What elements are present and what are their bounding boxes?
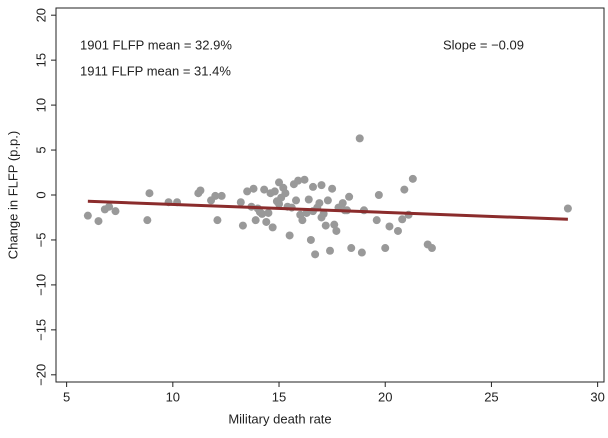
point (275, 199, 284, 208)
annotation: Slope = −0.09 (443, 37, 524, 52)
y-tick-label: −5 (33, 233, 48, 248)
point (111, 207, 120, 216)
point (306, 235, 315, 244)
point (105, 202, 114, 211)
point (323, 196, 332, 205)
point (236, 198, 245, 207)
point (563, 204, 572, 213)
point (317, 181, 326, 190)
point (243, 187, 252, 196)
point (408, 174, 417, 183)
point (330, 220, 339, 229)
point (332, 226, 341, 235)
point (345, 192, 354, 201)
point (328, 184, 337, 193)
y-tick-label: −20 (33, 364, 48, 386)
point (281, 189, 290, 198)
point (255, 208, 264, 217)
y-tick-label: 0 (33, 191, 48, 198)
point (427, 244, 436, 253)
point (321, 221, 330, 230)
point (268, 223, 277, 232)
point (300, 175, 309, 184)
point (357, 248, 366, 257)
point (385, 222, 394, 231)
point (298, 216, 307, 225)
point (309, 182, 318, 191)
point (270, 187, 279, 196)
x-tick-label: 30 (590, 389, 604, 404)
point (285, 231, 294, 240)
y-tick-label: 5 (33, 146, 48, 153)
point (347, 244, 356, 253)
x-tick-label: 20 (378, 389, 392, 404)
point (393, 226, 402, 235)
point (311, 250, 320, 259)
point (196, 186, 205, 195)
x-axis-label: Military death rate (228, 411, 331, 426)
point (398, 215, 407, 224)
point (260, 185, 269, 194)
point (94, 217, 103, 226)
point (249, 184, 258, 193)
x-tick-label: 25 (484, 389, 498, 404)
point (294, 176, 303, 185)
point (315, 199, 324, 208)
point (238, 221, 247, 230)
point (262, 217, 271, 226)
point (304, 195, 313, 204)
point (145, 189, 154, 198)
point (374, 191, 383, 199)
fit-line (87, 199, 568, 221)
point (381, 244, 390, 253)
point (372, 216, 381, 225)
point (275, 178, 284, 187)
point (217, 191, 226, 200)
y-tick-label: −10 (33, 274, 48, 296)
point (213, 216, 222, 225)
x-tick-label: 5 (63, 389, 70, 404)
point (292, 196, 301, 205)
y-tick-label: 15 (33, 53, 48, 67)
point (143, 216, 152, 225)
annotation: 1911 FLFP mean = 31.4% (80, 63, 231, 78)
x-tick-label: 10 (166, 389, 180, 404)
point (251, 216, 260, 225)
point (400, 185, 409, 194)
y-tick-label: −15 (33, 319, 48, 341)
point (338, 199, 347, 208)
y-axis-label: Change in FLFP (p.p.) (5, 131, 20, 259)
point (211, 191, 220, 200)
annotation: 1901 FLFP mean = 32.9% (80, 37, 232, 52)
point (83, 211, 92, 220)
point (264, 208, 273, 217)
x-tick-label: 15 (272, 389, 286, 404)
y-tick-label: 20 (33, 8, 48, 22)
y-tick-label: 10 (33, 98, 48, 112)
point (326, 246, 334, 255)
point (355, 134, 364, 143)
point (317, 213, 326, 222)
